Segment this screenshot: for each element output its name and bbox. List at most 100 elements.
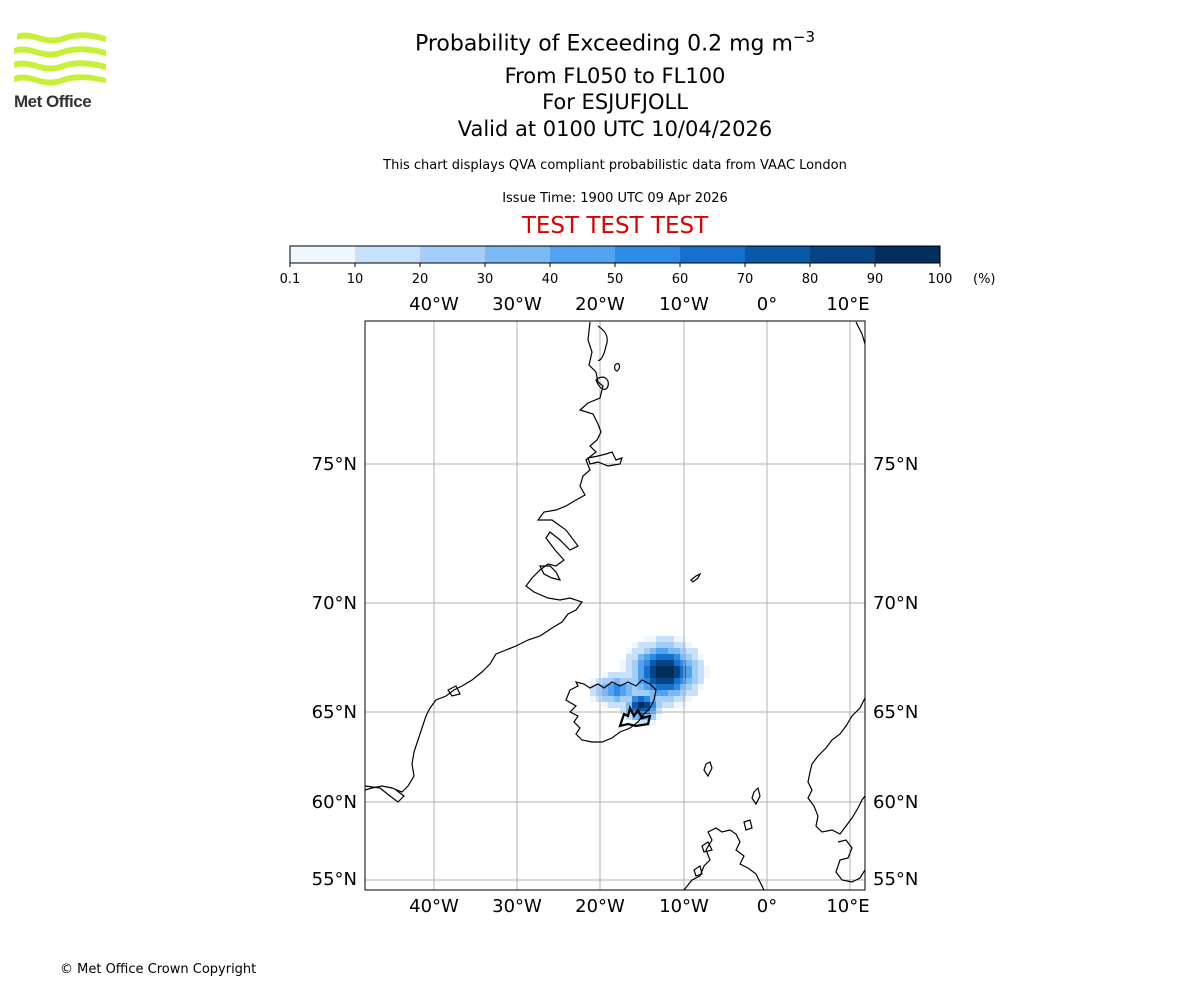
plume-cell	[638, 642, 644, 648]
plume-cell	[668, 684, 674, 690]
colorbar-tick-label: 90	[867, 272, 884, 287]
plume-cell	[668, 696, 674, 702]
plume-cell	[632, 708, 638, 714]
plume-cell	[662, 702, 668, 708]
plume-cell	[680, 666, 686, 672]
plume-cell	[632, 648, 638, 654]
lat-label-right: 65°N	[873, 702, 918, 723]
plume-cell	[626, 696, 632, 702]
plume-cell	[626, 666, 632, 672]
plume-cell	[626, 672, 632, 678]
plume-cell	[638, 696, 644, 702]
plume-cell	[644, 684, 650, 690]
lon-label-bottom: 10°E	[826, 896, 869, 917]
colorbar-tick-label: 80	[802, 272, 819, 287]
lat-label-right: 60°N	[873, 792, 918, 813]
plume-cell	[656, 690, 662, 696]
plume-cell	[674, 678, 680, 684]
met-office-logo: Met Office	[14, 30, 109, 112]
map-frame	[364, 320, 866, 891]
colorbar-segment	[290, 246, 356, 263]
plume-cell	[656, 684, 662, 690]
plume-cell	[644, 702, 650, 708]
plume-cell	[650, 720, 656, 726]
plume-cell	[668, 636, 674, 642]
plume-cell	[608, 690, 614, 696]
lon-label-top: 20°W	[575, 294, 625, 315]
colorbar-segment	[875, 246, 941, 263]
plume-cell	[704, 672, 710, 678]
plume-cell	[668, 666, 674, 672]
plume-cell	[602, 678, 608, 684]
plume-cell	[632, 642, 638, 648]
plume-cell	[674, 696, 680, 702]
plume-cell	[656, 636, 662, 642]
colorbar-tick-label: 0.1	[280, 272, 301, 287]
plume-cell	[608, 684, 614, 690]
plume-cell	[602, 696, 608, 702]
plume-cell	[650, 696, 656, 702]
plume-cell	[626, 702, 632, 708]
lon-label-bottom: 40°W	[409, 896, 459, 917]
plume-cell	[644, 636, 650, 642]
colorbar-segment	[810, 246, 876, 263]
plume-cell	[614, 678, 620, 684]
plume-cell	[680, 636, 686, 642]
plume-cell	[674, 690, 680, 696]
plume-cell	[650, 702, 656, 708]
plume-cell	[608, 672, 614, 678]
lat-label-right: 55°N	[873, 869, 918, 890]
plume-cell	[632, 672, 638, 678]
volcano-name: For ESJUFJOLL	[542, 90, 688, 114]
plume-cell	[668, 702, 674, 708]
plume-cell	[620, 702, 626, 708]
plume-cell	[650, 690, 656, 696]
plume-cell	[674, 654, 680, 660]
colorbar-segment	[745, 246, 811, 263]
colorbar-segment	[615, 246, 681, 263]
plume-cell	[698, 672, 704, 678]
plume-cell	[656, 708, 662, 714]
map-background	[365, 321, 865, 890]
issue-time: Issue Time: 1900 UTC 09 Apr 2026	[502, 191, 728, 206]
plume-cell	[632, 666, 638, 672]
plume-cell	[632, 654, 638, 660]
plume-cell	[614, 684, 620, 690]
lat-label-left: 70°N	[312, 593, 357, 614]
latitude-labels-right: 75°N 70°N 65°N 60°N 55°N	[873, 454, 918, 890]
plume-cell	[668, 678, 674, 684]
plume-cell	[638, 702, 644, 708]
coastline-greenland-fjord	[539, 565, 562, 581]
met-office-logo-waves-icon	[14, 32, 106, 86]
plume-cell	[644, 660, 650, 666]
coastlines	[365, 321, 865, 890]
plume-cell	[620, 708, 626, 714]
test-banner: TEST TEST TEST	[521, 213, 709, 239]
latitude-labels-left: 75°N 70°N 65°N 60°N 55°N	[312, 454, 357, 890]
coastline-hebrides	[693, 865, 703, 877]
plume-cell	[686, 660, 692, 666]
plume-cell	[608, 696, 614, 702]
plume-cell	[614, 702, 620, 708]
plume-cell	[674, 666, 680, 672]
longitude-labels-bottom: 40°W 30°W 20°W 10°W 0° 10°E	[409, 896, 869, 917]
chart-description: This chart displays QVA compliant probab…	[383, 158, 847, 173]
colorbar-tick-label: 20	[412, 272, 429, 287]
plume-cell	[692, 660, 698, 666]
plume-cell	[662, 642, 668, 648]
plume-cell	[602, 702, 608, 708]
plume-cell	[638, 720, 644, 726]
plume-cell	[662, 672, 668, 678]
plume-cell	[650, 660, 656, 666]
plume-cell	[704, 666, 710, 672]
plume-cell	[644, 672, 650, 678]
lon-label-top: 10°W	[659, 294, 709, 315]
plume-cell	[632, 696, 638, 702]
coastline-faroe-islands	[703, 761, 713, 778]
plume-cell	[692, 666, 698, 672]
map-area	[365, 321, 865, 890]
plume-cell	[662, 666, 668, 672]
longitude-labels-top: 40°W 30°W 20°W 10°W 0° 10°E	[409, 294, 869, 315]
coastline-denmark-sweden	[835, 839, 865, 883]
